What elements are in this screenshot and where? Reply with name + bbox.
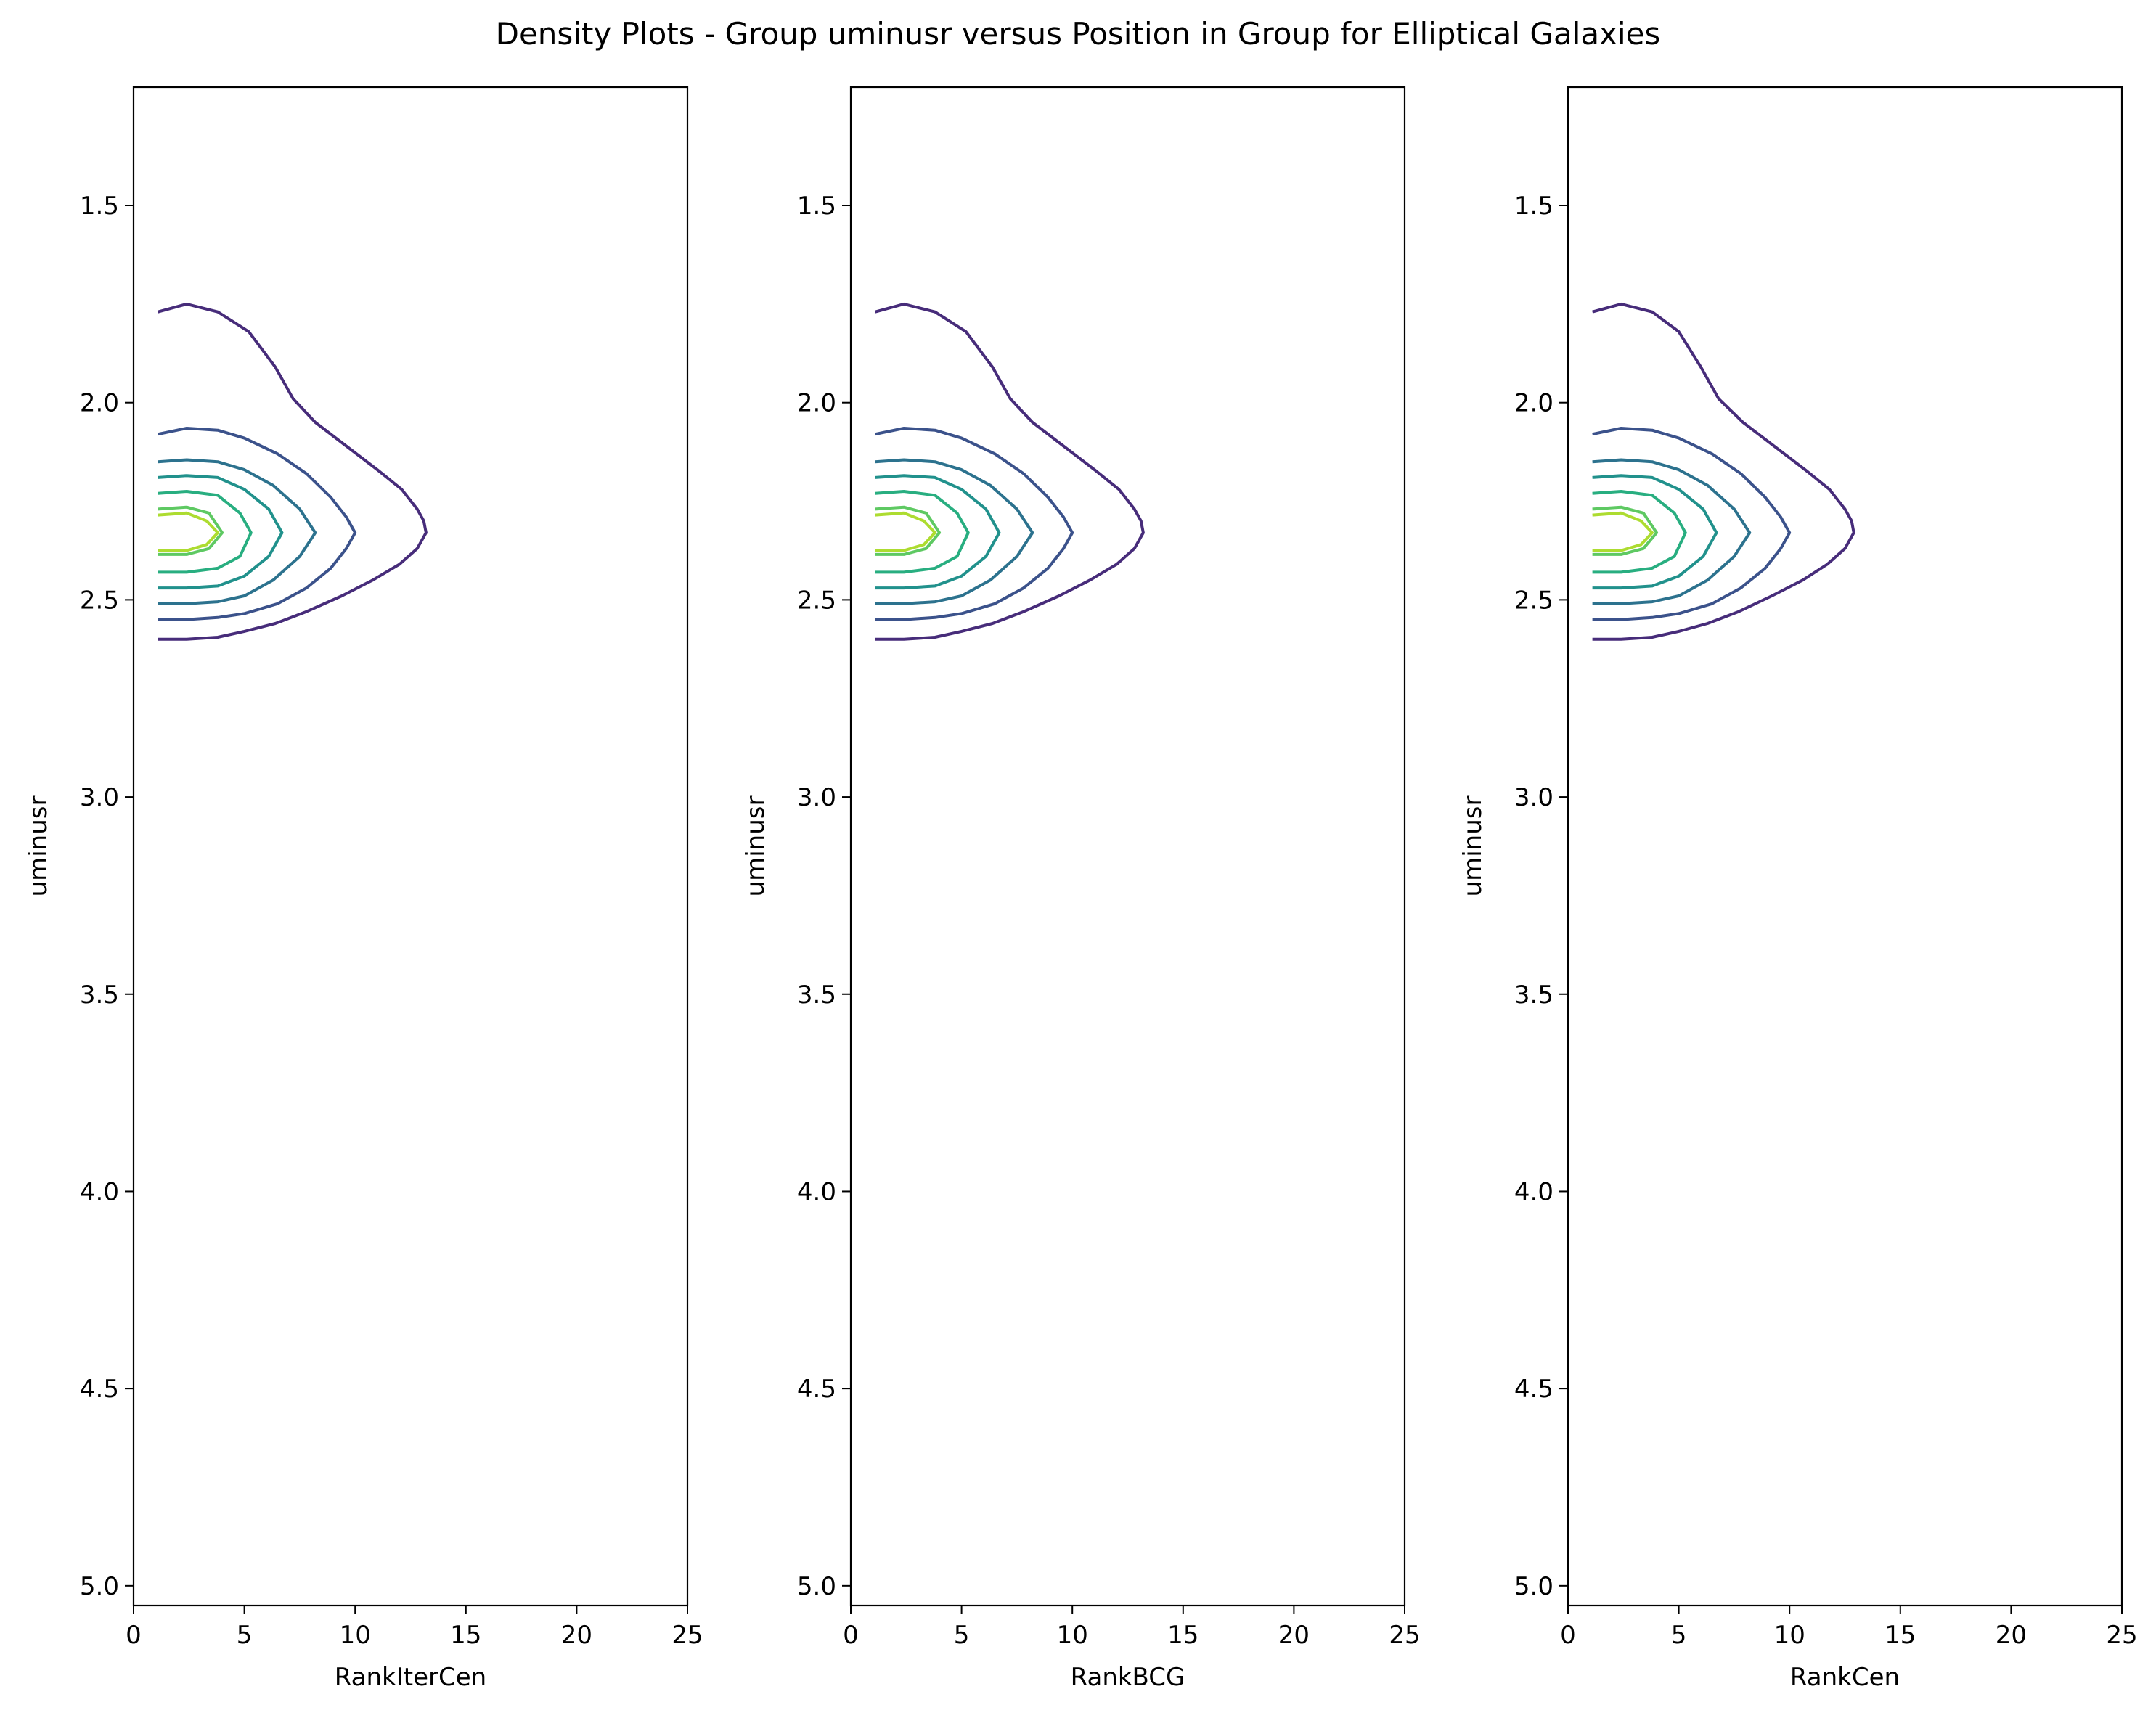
contour-level-1 [158, 302, 428, 641]
y-tick-label: 4.5 [797, 1375, 836, 1404]
x-tick-label: 0 [1560, 1621, 1576, 1650]
x-tick-label: 15 [450, 1621, 481, 1650]
x-tick-label: 15 [1167, 1621, 1199, 1650]
contour-level-7 [875, 511, 936, 552]
y-tick-label: 1.5 [797, 192, 836, 221]
density-panel-3: 0 5 10 15 20 25 1.5 2.0 2.5 3.0 3.5 4.0 4.5 5.0 RankCe… [1458, 86, 2138, 1692]
contour-level-2 [875, 427, 1074, 621]
contour-level-2 [1592, 427, 1792, 621]
y-tick-label: 3.5 [1514, 981, 1553, 1010]
x-tick-label: 5 [954, 1621, 970, 1650]
y-tick-label: 2.5 [797, 586, 836, 615]
contour-level-3 [875, 458, 1034, 605]
x-tick-label: 20 [1996, 1621, 2027, 1650]
contour-level-4 [1592, 474, 1718, 590]
contour-level-3 [1592, 458, 1752, 605]
x-tick-label: 0 [126, 1621, 142, 1650]
x-tick-label: 25 [671, 1621, 703, 1650]
x-axis-label: RankIterCen [335, 1663, 486, 1692]
x-tick-label: 10 [340, 1621, 371, 1650]
y-axis-label: uminusr [741, 796, 770, 897]
y-tick-label: 3.0 [1514, 783, 1553, 812]
contour-level-4 [875, 474, 1001, 590]
density-panel-2: 0 5 10 15 20 25 1.5 2.0 2.5 3.0 3.5 4.0 4.5 5.0 RankBC… [741, 86, 1421, 1692]
contour-level-6 [1592, 505, 1659, 556]
contour-level-6 [158, 505, 224, 556]
contour-level-1 [875, 302, 1145, 641]
y-axis-label: uminusr [24, 796, 53, 897]
y-tick-label: 3.5 [80, 981, 119, 1010]
y-tick-label: 2.0 [1514, 389, 1553, 418]
contour-level-6 [875, 505, 942, 556]
x-tick-label: 25 [2106, 1621, 2137, 1650]
x-tick-label: 15 [1885, 1621, 1916, 1650]
y-tick-label: 5.0 [797, 1572, 836, 1601]
contour-level-5 [875, 490, 970, 574]
contour-level-5 [158, 490, 253, 574]
x-tick-label: 20 [561, 1621, 592, 1650]
x-tick-label: 0 [843, 1621, 859, 1650]
y-tick-label: 4.0 [80, 1177, 119, 1206]
y-tick-label: 2.0 [797, 389, 836, 418]
y-tick-label: 2.5 [1514, 586, 1553, 615]
y-tick-label: 5.0 [80, 1572, 119, 1601]
y-tick-label: 1.5 [1514, 192, 1553, 221]
contour-level-7 [1592, 511, 1654, 552]
contour-level-2 [158, 427, 357, 621]
x-tick-label: 5 [237, 1621, 253, 1650]
contour-level-1 [1592, 302, 1855, 641]
y-tick-label: 2.5 [80, 586, 119, 615]
y-tick-label: 4.5 [80, 1375, 119, 1404]
density-panel-1: 0 5 10 15 20 25 1.5 2.0 2.5 3.0 3.5 4.0 4.5 5.0 RankIt… [24, 86, 703, 1692]
figure-title: Density Plots - Group uminusr versus Pos… [495, 16, 1661, 52]
contour-level-7 [158, 511, 219, 552]
plot-frame [849, 86, 1406, 1607]
y-tick-label: 5.0 [1514, 1572, 1553, 1601]
y-tick-label: 3.5 [797, 981, 836, 1010]
x-tick-label: 10 [1774, 1621, 1805, 1650]
y-tick-label: 2.0 [80, 389, 119, 418]
x-tick-label: 25 [1389, 1621, 1420, 1650]
y-tick-label: 4.5 [1514, 1375, 1553, 1404]
y-tick-label: 3.0 [797, 783, 836, 812]
y-tick-label: 4.0 [1514, 1177, 1553, 1206]
contour-level-3 [158, 458, 317, 605]
contour-level-5 [1592, 490, 1687, 574]
x-tick-label: 20 [1278, 1621, 1310, 1650]
x-tick-label: 10 [1057, 1621, 1088, 1650]
y-tick-label: 4.0 [797, 1177, 836, 1206]
y-tick-label: 1.5 [80, 192, 119, 221]
plot-frame [1567, 86, 2123, 1607]
contour-level-4 [158, 474, 284, 590]
x-axis-label: RankCen [1790, 1663, 1900, 1692]
y-axis-label: uminusr [1458, 796, 1487, 897]
y-tick-label: 3.0 [80, 783, 119, 812]
x-axis-label: RankBCG [1071, 1663, 1185, 1692]
plot-frame [132, 86, 689, 1607]
x-tick-label: 5 [1671, 1621, 1687, 1650]
